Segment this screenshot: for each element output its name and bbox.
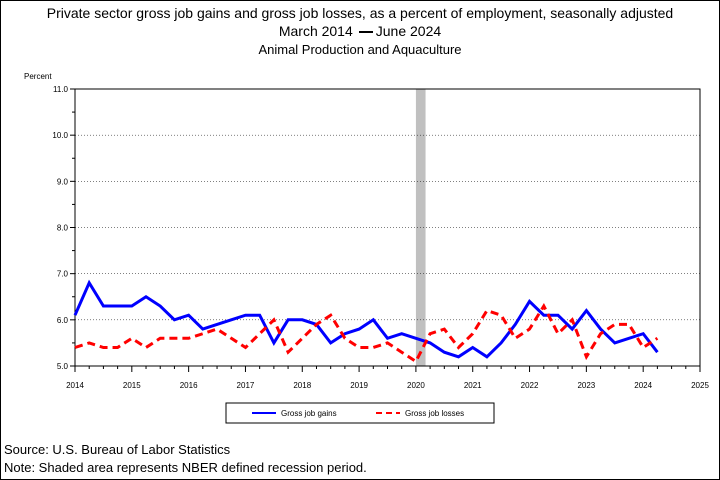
source-note: Source: U.S. Bureau of Labor Statistics [4,442,231,457]
date-range-end: June 2024 [375,23,442,39]
x-tick-label: 2020 [407,381,425,390]
x-tick-label: 2017 [237,381,255,390]
legend-box [225,402,495,424]
series-line-job-losses [74,302,659,364]
series-line-job-gains [73,279,659,359]
y-tick-label: 6.0 [57,316,69,325]
y-tick-label: 8.0 [57,224,69,233]
chart-title: Private sector gross job gains and gross… [46,5,674,21]
legend-label: Gross job gains [281,409,337,418]
y-tick-label: 7.0 [57,270,69,279]
chart-subtitle: Animal Production and Aquaculture [258,42,462,57]
legend-label: Gross job losses [405,409,464,418]
recession-note: Note: Shaded area represents NBER define… [4,460,367,475]
x-tick-label: 2022 [521,381,539,390]
date-range-dash [358,31,373,34]
y-tick-label: 11.0 [53,85,69,94]
y-tick-label: 9.0 [57,177,69,186]
x-tick-label: 2024 [634,381,652,390]
x-tick-label: 2015 [123,381,141,390]
chart-date-range: March 2014 June 2024 [0,22,720,40]
x-tick-label: 2023 [577,381,595,390]
y-tick-label: 10.0 [52,131,68,140]
x-tick-label: 2025 [691,381,709,390]
x-tick-label: 2021 [464,381,482,390]
x-tick-label: 2016 [180,381,198,390]
y-axis-label: Percent [24,72,52,81]
x-tick-label: 2018 [293,381,311,390]
y-tick-label: 5.0 [57,362,69,371]
x-tick-label: 2014 [66,381,84,390]
date-range-start: March 2014 [278,23,353,39]
x-tick-label: 2019 [350,381,368,390]
